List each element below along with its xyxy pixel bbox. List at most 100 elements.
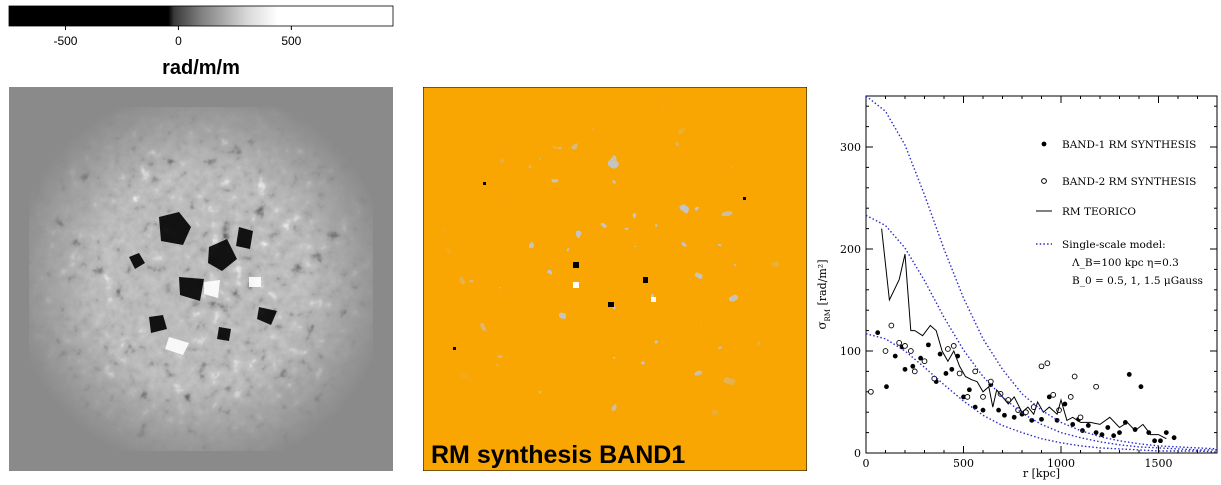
y-axis-label-sub: RM — [824, 309, 832, 321]
band2-point — [868, 388, 874, 395]
rm-dispersion-chart: σ RM [rad/m²] r [kpc] 0 500 1000 1500 0 100 20… — [810, 80, 1221, 480]
band2-point — [1050, 392, 1057, 398]
band1-point — [1011, 414, 1017, 420]
colorbar-tick-label: 0 — [175, 34, 182, 48]
band1-point — [1111, 433, 1117, 439]
band1-point — [1105, 425, 1111, 430]
rm-image-panel — [9, 87, 393, 471]
band1-point — [1002, 412, 1007, 418]
colorbar-gradient — [8, 5, 394, 27]
colorbar: -500 0 500 rad/m/m — [0, 0, 400, 85]
band2-point — [921, 358, 928, 365]
y-tick-label: 200 — [840, 243, 861, 256]
colorbar-unit-label: rad/m/m — [162, 57, 240, 79]
legend-label: BAND-1 RM SYNTHESIS — [1062, 139, 1196, 151]
y-tick-label: 300 — [840, 141, 861, 154]
band2-point — [1071, 373, 1078, 380]
legend-label: RM TEORICO — [1062, 206, 1136, 218]
band2-point — [907, 348, 914, 354]
band1-panel: RM synthesis BAND1 — [422, 86, 808, 472]
x-tick-label: 0 — [863, 457, 870, 470]
band1-point — [1062, 401, 1068, 407]
x-axis-label: r [kpc] — [1023, 467, 1060, 480]
legend-marker-filled — [1041, 141, 1047, 147]
rm-teorico-line — [881, 228, 1167, 440]
band1-point — [972, 404, 978, 410]
band1-point — [1158, 438, 1163, 444]
y-tick-label: 100 — [840, 345, 861, 358]
y-axis-label: σ RM [rad/m²] — [815, 260, 832, 330]
band1-point — [1029, 417, 1035, 423]
band1-point — [918, 355, 923, 361]
model-curve — [866, 333, 1217, 453]
y-axis-label-main: σ — [815, 321, 829, 329]
legend-label: Λ_B=100 kpc η=0.3 — [1071, 257, 1179, 269]
chart-svg: σ RM [rad/m²] r [kpc] 0 500 1000 1500 0 100 20… — [815, 95, 1218, 480]
band1-point — [910, 363, 916, 369]
band1-image: RM synthesis BAND1 — [422, 86, 808, 472]
band2-point — [888, 322, 895, 329]
band2-point — [972, 368, 979, 375]
band2-point — [980, 394, 986, 400]
band1-point — [1117, 430, 1122, 435]
band1-point — [875, 330, 881, 336]
band2-point — [964, 394, 971, 400]
band1-point — [937, 351, 943, 357]
band1-point — [1138, 384, 1144, 390]
model-curve — [866, 214, 1217, 451]
legend: BAND-1 RM SYNTHESIS BAND-2 RM SYNTHESIS RM… — [1036, 139, 1203, 287]
band1-point — [1054, 417, 1060, 423]
band2-point — [911, 368, 918, 375]
band1-point — [892, 353, 898, 359]
band2-point — [1044, 360, 1051, 367]
band2-point — [1067, 394, 1074, 400]
band2-point — [896, 339, 903, 346]
colorbar-tick-label: -500 — [53, 34, 77, 48]
band2-point — [945, 346, 951, 352]
band1-point — [949, 366, 955, 372]
colorbar-svg: -500 0 500 rad/m/m — [8, 5, 394, 79]
band1-point — [1070, 422, 1076, 427]
band1-point — [1085, 423, 1091, 428]
x-tick-label: 500 — [953, 457, 974, 470]
band1-point — [1126, 372, 1132, 377]
band1-point — [1152, 438, 1157, 444]
band1-point — [1093, 430, 1099, 435]
band2-point — [902, 343, 908, 349]
legend-label: Single-scale model: — [1062, 239, 1166, 251]
band2-point — [1038, 363, 1045, 370]
band2-point — [1077, 414, 1084, 421]
band1-point — [980, 407, 986, 413]
band2-point — [956, 370, 963, 377]
band1-point — [926, 342, 931, 348]
band2-point — [1023, 409, 1029, 416]
y-axis-label-unit: [rad/m²] — [816, 260, 829, 306]
x-tick-label: 1000 — [1047, 457, 1075, 470]
legend-label: BAND-2 RM SYNTHESIS — [1062, 176, 1196, 188]
y-tick-label: 0 — [854, 447, 861, 460]
band2-point — [950, 343, 957, 349]
band1-caption: RM synthesis BAND1 — [431, 441, 685, 469]
band1-point — [1132, 427, 1138, 432]
colorbar-tick-label: 500 — [281, 34, 301, 48]
x-tick-label: 1500 — [1145, 457, 1173, 470]
series-layer — [866, 96, 1217, 453]
band1-point — [1122, 420, 1128, 425]
colorbar-ticks: -500 0 500 — [53, 26, 302, 48]
band2-point — [882, 348, 889, 354]
band1-point — [996, 407, 1001, 413]
legend-marker-open — [1041, 178, 1047, 184]
band1-point — [884, 384, 889, 390]
legend-label: B_0 = 0.5, 1, 1.5 μGauss — [1072, 275, 1203, 287]
band1-point — [1163, 430, 1169, 435]
band1-point — [966, 387, 972, 393]
band1-point — [961, 394, 966, 400]
rm-image — [9, 87, 393, 471]
band2-point — [1093, 383, 1099, 390]
band1-point — [902, 366, 908, 372]
band1-point — [1099, 432, 1105, 438]
axis-ticks: 0 500 1000 1500 0 100 200 300 — [840, 96, 1217, 470]
band1-point — [1171, 435, 1177, 441]
band1-point — [1039, 416, 1044, 422]
model-curve — [866, 96, 1217, 450]
